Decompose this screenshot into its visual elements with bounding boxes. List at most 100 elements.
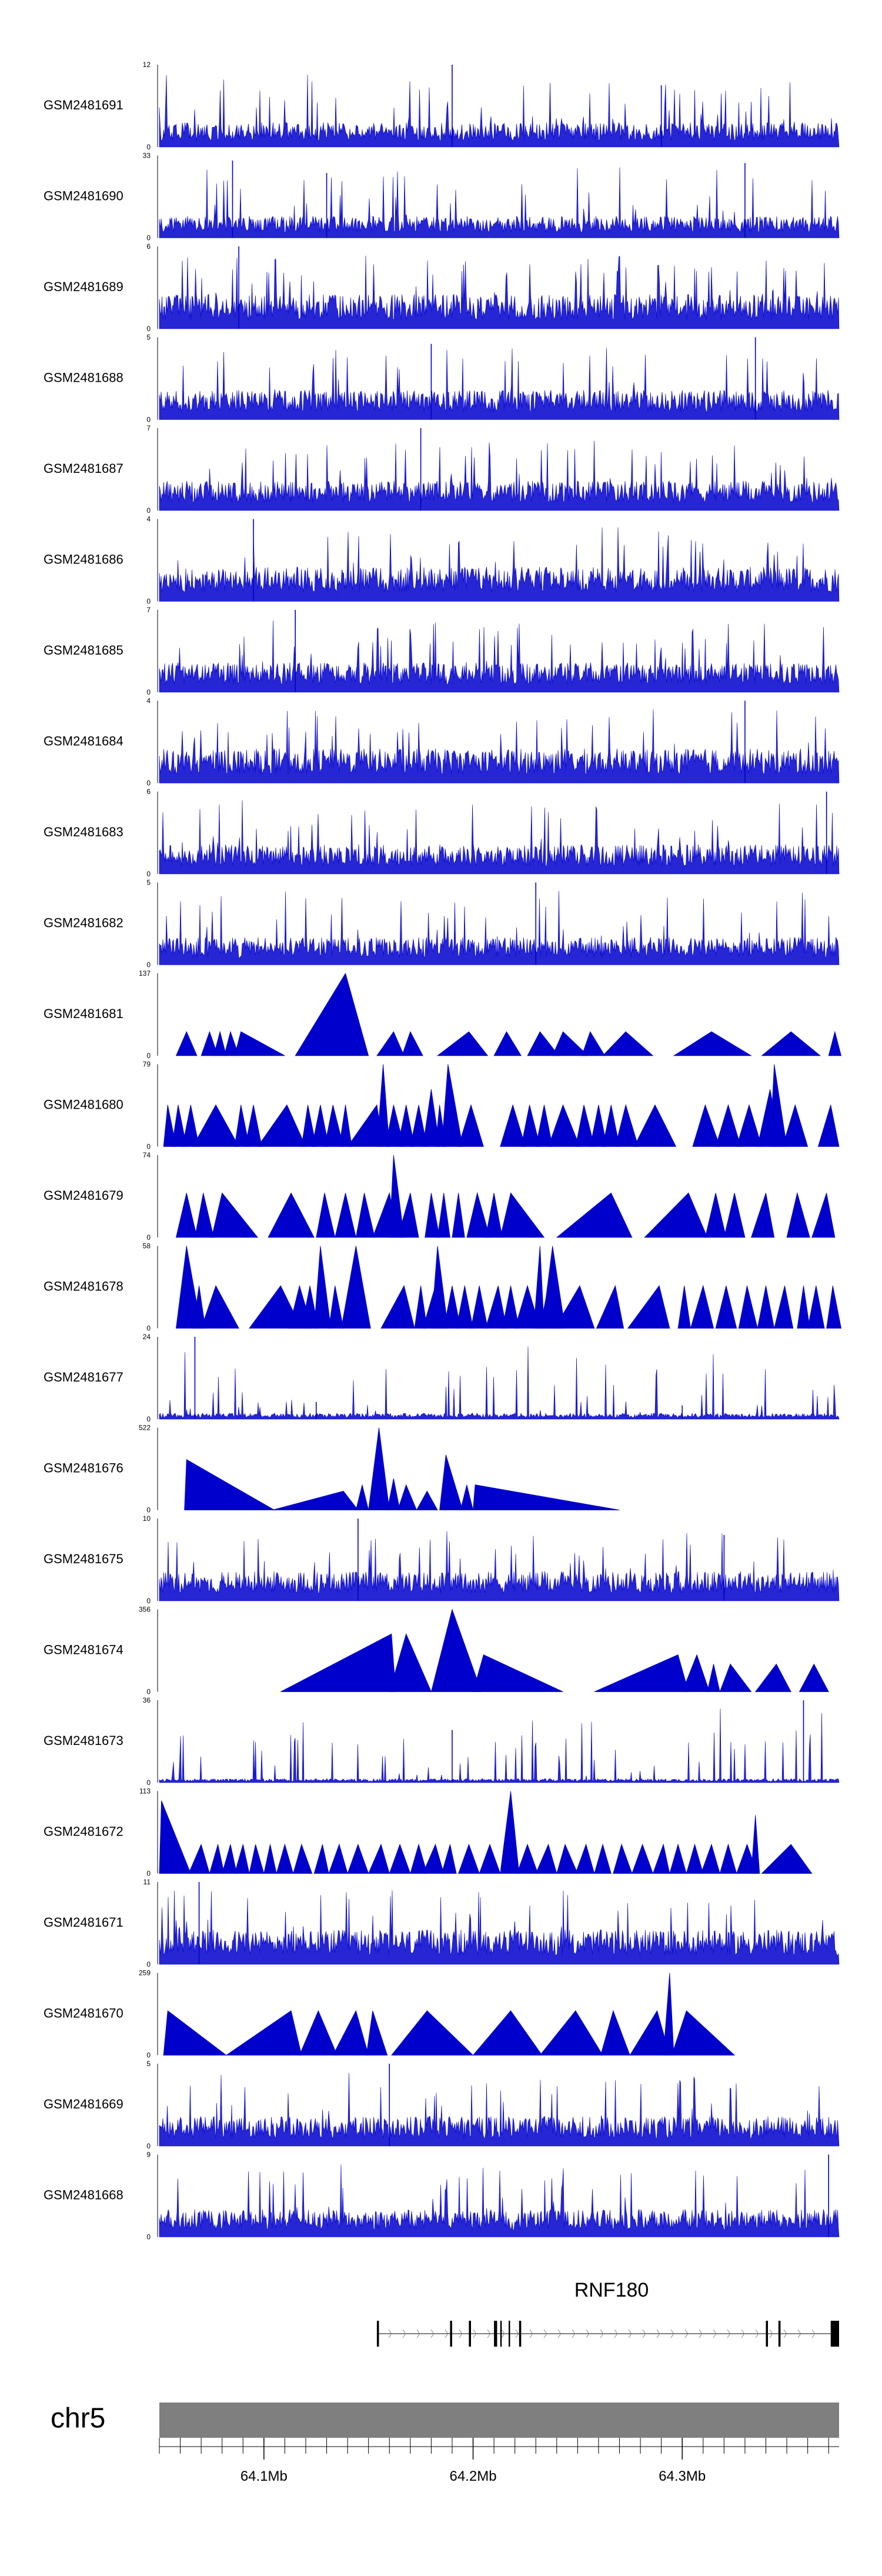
coverage-triangle: [500, 1791, 520, 1874]
coverage-triangle: [293, 1843, 313, 1874]
coverage-triangle: [542, 1246, 566, 1329]
coverage-triangle: [163, 1105, 176, 1147]
gene-exon: [376, 2321, 379, 2347]
track-label: GSM2481683: [44, 825, 123, 839]
coverage-triangle: [234, 1844, 250, 1874]
strand-arrow: [811, 2329, 816, 2338]
coverage-triangle: [209, 1844, 225, 1874]
coverage-triangle: [552, 1031, 589, 1056]
coverage-triangle: [430, 1609, 482, 1692]
chromosome-label: chr5: [51, 2403, 105, 2434]
coverage-triangle: [556, 1192, 633, 1238]
coverage-triangle: [473, 1654, 563, 1692]
gene-exon: [509, 2321, 510, 2347]
coverage-triangle: [736, 1104, 762, 1147]
coverage-triangle: [389, 1633, 432, 1692]
strand-arrow: [445, 2329, 449, 2338]
track-label: GSM2481684: [44, 733, 123, 748]
coverage-signal: [159, 1709, 840, 1783]
track-label: GSM2481687: [44, 461, 123, 476]
coverage-triangle: [548, 1104, 580, 1147]
coverage-signal: [159, 1346, 840, 1420]
coverage-triangle: [671, 2010, 736, 2056]
coverage-triangle: [316, 1193, 336, 1238]
strand-arrow: [430, 2329, 435, 2338]
coverage-triangle: [422, 1843, 445, 1874]
coverage-signal: [159, 620, 840, 693]
track-label: GSM2481689: [44, 279, 123, 294]
y-zero-tick-label: 0: [146, 1870, 151, 1878]
strand-arrow: [713, 2329, 717, 2338]
coverage-triangle: [797, 1286, 810, 1329]
coverage-triangle: [328, 1286, 344, 1329]
y-zero-tick-label: 0: [146, 2233, 151, 2241]
coverage-triangle: [249, 1844, 265, 1874]
track-GSM2481675: GSM2481675 10 0: [44, 1514, 840, 1605]
coverage-signal: [159, 2164, 840, 2237]
coverage-triangle: [707, 1664, 720, 1692]
track-label: GSM2481690: [44, 188, 123, 203]
coverage-triangle: [425, 1193, 440, 1238]
coverage-triangle: [188, 1843, 210, 1874]
y-max-tick-label: 137: [139, 969, 151, 977]
strand-arrow: [755, 2329, 759, 2338]
coverage-triangle: [234, 1105, 250, 1147]
coverage-signal: [159, 527, 840, 602]
y-max-tick-label: 9: [146, 2151, 151, 2159]
coverage-triangle: [493, 1031, 522, 1056]
track-GSM2481688: GSM2481688 5 0: [44, 333, 840, 424]
coverage-triangle: [633, 1104, 677, 1147]
coverage-triangle: [644, 1192, 708, 1238]
track-label: GSM2481669: [44, 2097, 123, 2111]
coverage-signal: [159, 1531, 840, 1601]
track-label: GSM2481670: [44, 2006, 123, 2020]
y-zero-tick-label: 0: [146, 1233, 151, 1242]
strand-arrow: [473, 2329, 477, 2338]
coverage-triangle: [194, 1193, 214, 1238]
coverage-triangle: [355, 1193, 375, 1238]
y-max-tick-label: 79: [143, 1060, 151, 1069]
coverage-signal: [159, 2073, 840, 2147]
y-zero-tick-label: 0: [146, 2142, 151, 2150]
y-max-tick-label: 12: [143, 61, 151, 69]
coverage-triangle: [581, 1031, 606, 1056]
coverage-triangle: [669, 1843, 687, 1874]
strand-arrow: [515, 2329, 519, 2338]
track-label: GSM2481688: [44, 370, 123, 385]
y-max-tick-label: 24: [143, 1333, 151, 1341]
coverage-triangle: [313, 1844, 329, 1874]
coverage-triangle: [368, 1427, 390, 1510]
coverage-triangle: [663, 1973, 674, 2056]
coverage-triangle: [826, 1286, 842, 1329]
coverage-triangle: [600, 2010, 630, 2056]
coverage-triangle: [751, 1815, 760, 1874]
track-label: GSM2481682: [44, 915, 123, 930]
coverage-triangle: [192, 1286, 206, 1329]
coverage-triangle: [761, 1031, 821, 1056]
coverage-triangle: [686, 1843, 704, 1874]
gene-exon: [469, 2321, 471, 2347]
coverage-triangle: [402, 1031, 423, 1056]
coverage-triangle: [443, 1286, 461, 1329]
coverage-triangle: [673, 1031, 753, 1056]
coverage-triangle: [280, 1633, 396, 1692]
y-max-tick-label: 7: [146, 424, 151, 432]
coverage-triangle: [594, 1843, 612, 1874]
track-label: GSM2481671: [44, 1915, 123, 1930]
y-max-tick-label: 5: [146, 333, 151, 342]
y-zero-tick-label: 0: [146, 416, 151, 424]
track-GSM2481672: GSM2481672 113 0: [44, 1787, 813, 1878]
track-label: GSM2481691: [44, 98, 123, 112]
coverage-triangle: [201, 1285, 239, 1329]
coverage-triangle: [458, 1843, 480, 1874]
strand-arrow: [769, 2329, 773, 2338]
coverage-triangle: [596, 1284, 624, 1329]
y-zero-tick-label: 0: [146, 1960, 151, 1968]
track-label: GSM2481675: [44, 1551, 123, 1566]
coverage-triangle: [184, 1459, 276, 1510]
coverage-triangle: [704, 1193, 727, 1238]
coverage-triangle: [313, 1246, 332, 1329]
y-zero-tick-label: 0: [146, 506, 151, 515]
coverage-triangle: [340, 1246, 371, 1329]
